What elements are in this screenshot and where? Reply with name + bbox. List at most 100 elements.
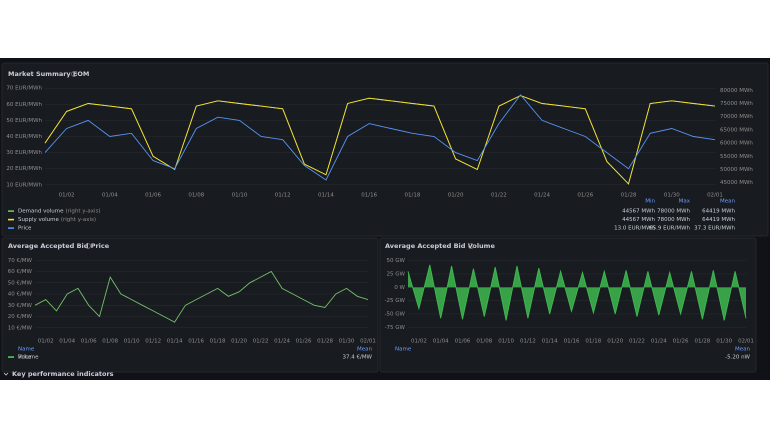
x-tick-label: 01/22: [491, 193, 507, 199]
legend-stat: 65.9 EUR/MWh: [649, 226, 690, 232]
x-tick-label: 01/24: [651, 339, 667, 345]
x-tick-label: 01/08: [476, 339, 492, 345]
x-tick-label: 01/12: [275, 193, 291, 199]
legend-name: Volume: [18, 355, 39, 361]
x-tick-label: 01/30: [339, 339, 355, 345]
legend-name: Price: [18, 355, 32, 361]
y-tick-label: -50 GW: [385, 312, 406, 318]
x-tick-label: 01/16: [188, 339, 204, 345]
legend-stat: 37.3 EUR/MWh: [694, 226, 735, 232]
x-tick-label: 01/04: [102, 193, 118, 199]
y2-tick-label: 45000 MWh: [720, 180, 753, 186]
x-tick-label: 01/12: [145, 339, 161, 345]
y-tick-label: 50 GW: [387, 258, 406, 264]
legend-header: Min: [645, 199, 655, 205]
x-tick-label: 01/06: [455, 339, 471, 345]
x-tick-label: 01/14: [167, 339, 183, 345]
legend-swatch: [8, 227, 14, 229]
x-tick-label: 01/28: [621, 193, 637, 199]
x-tick-label: 01/30: [716, 339, 732, 345]
y-tick-label: 0 W: [394, 285, 405, 291]
legend-stat: 78000 MWh: [657, 209, 690, 215]
x-tick-label: 01/28: [317, 339, 333, 345]
x-tick-label: 01/26: [296, 339, 312, 345]
x-tick-label: 01/24: [274, 339, 290, 345]
collapse-chevron[interactable]: [3, 372, 9, 376]
y-tick-label: 20 €/MW: [8, 314, 33, 320]
x-tick-label: 01/18: [210, 339, 226, 345]
y-tick-label: 30 EUR/MWh: [6, 150, 42, 156]
y-tick-label: 10 EUR/MWh: [6, 182, 42, 188]
legend-name: Demand volume: [18, 209, 64, 215]
x-tick-label: 01/18: [404, 193, 420, 199]
x-tick-label: 01/14: [318, 193, 334, 199]
x-tick-label: 01/30: [664, 193, 680, 199]
series-line: [407, 264, 747, 321]
x-tick-label: 01/02: [59, 193, 75, 199]
legend-axis-note: (right y-axis): [61, 217, 96, 223]
info-icon[interactable]: [85, 243, 91, 249]
y-tick-label: 30 €/MW: [8, 303, 33, 309]
y-tick-label: 60 €/MW: [8, 269, 33, 275]
x-tick-label: 01/12: [520, 339, 536, 345]
legend-stat: 78000 MWh: [657, 217, 690, 223]
x-tick-label: 01/06: [81, 339, 97, 345]
area: [408, 264, 746, 321]
info-icon[interactable]: [71, 71, 77, 77]
y-tick-label: 70 €/MW: [8, 258, 33, 264]
x-tick-label: 01/18: [585, 339, 601, 345]
x-tick-label: 01/16: [361, 193, 377, 199]
x-tick-label: 02/01: [707, 193, 723, 199]
y-tick-label: -25 GW: [385, 298, 406, 304]
legend-stat: 44567 MWh: [622, 217, 655, 223]
y-tick-label: 70 EUR/MWh: [6, 86, 42, 92]
x-tick-label: 01/14: [542, 339, 558, 345]
legend-stat: 44567 MWh: [622, 209, 655, 215]
x-tick-label: 01/04: [59, 339, 75, 345]
x-tick-label: 01/02: [38, 339, 54, 345]
y-tick-label: 10 €/MW: [8, 325, 33, 331]
row-title[interactable]: Key performance indicators: [12, 370, 114, 378]
x-tick-label: 01/16: [564, 339, 580, 345]
x-tick-label: 01/20: [448, 193, 464, 199]
y-tick-label: 40 EUR/MWh: [6, 134, 42, 140]
series-line: [34, 270, 369, 323]
y-tick-label: 20 EUR/MWh: [6, 166, 42, 172]
legend-swatch: [8, 218, 14, 221]
legend-stat: 64419 MWh: [702, 209, 735, 215]
x-tick-label: 01/20: [231, 339, 247, 345]
x-tick-label: 01/24: [534, 193, 550, 199]
x-tick-label: 01/08: [102, 339, 118, 345]
y2-tick-label: 60000 MWh: [720, 141, 753, 147]
x-tick-label: 01/06: [145, 193, 161, 199]
legend-header: Mean: [357, 347, 372, 353]
x-tick-label: 01/02: [411, 339, 427, 345]
x-tick-label: 01/26: [673, 339, 689, 345]
y-tick-label: 50 €/MW: [8, 280, 33, 286]
x-tick-label: 01/28: [694, 339, 710, 345]
legend-stat: 37.4 €/MW: [342, 355, 372, 361]
y-tick-label: 40 €/MW: [8, 292, 33, 298]
panel-title: Average Accepted Bid Volume: [385, 242, 495, 250]
legend-header: Mean: [720, 199, 735, 205]
y-tick-label: 50 EUR/MWh: [6, 118, 42, 124]
y2-tick-label: 50000 MWh: [720, 167, 753, 173]
x-tick-label: 01/10: [124, 339, 140, 345]
x-tick-label: 02/01: [738, 339, 754, 345]
y2-tick-label: 65000 MWh: [720, 127, 753, 133]
y2-tick-label: 75000 MWh: [720, 101, 753, 107]
panel-title: Market Summary EOM: [8, 70, 89, 78]
legend-header: Mean: [735, 347, 750, 353]
legend-header: Name: [395, 347, 412, 353]
x-tick-label: 01/22: [253, 339, 269, 345]
x-tick-label: 01/10: [498, 339, 514, 345]
x-tick-label: 01/10: [232, 193, 248, 199]
y2-tick-label: 55000 MWh: [720, 154, 753, 160]
legend-name: Price: [18, 226, 32, 232]
x-tick-label: 01/20: [607, 339, 623, 345]
legend-stat: 64419 MWh: [702, 217, 735, 223]
legend-header: Name: [18, 347, 35, 353]
info-icon[interactable]: [468, 243, 474, 249]
panel: [1, 62, 769, 237]
